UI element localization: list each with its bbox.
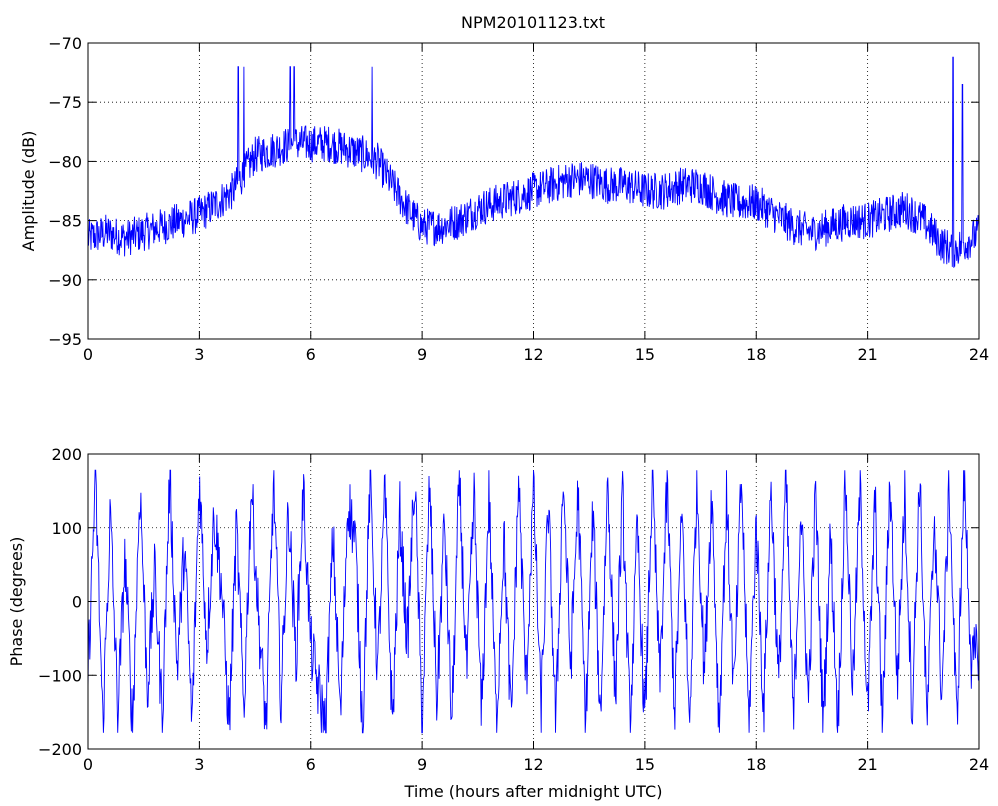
x-tick-label: 21: [857, 755, 877, 774]
y-tick-label: −70: [48, 34, 82, 53]
y-axis-label: Phase (degrees): [7, 537, 26, 667]
x-tick-label: 3: [194, 755, 204, 774]
y-tick-label: −75: [48, 93, 82, 112]
x-tick-label: 9: [417, 755, 427, 774]
x-tick-label: 0: [83, 345, 93, 364]
x-tick-label: 12: [523, 755, 543, 774]
phase-plot: 0 3 6 9 12 15 18 21 24 −200 −100 0 100 200 Phase (degr…: [7, 445, 989, 801]
phase-series-line: [87, 469, 980, 734]
x-tick-label: 3: [194, 345, 204, 364]
x-tick-label: 0: [83, 755, 93, 774]
x-tick-label: 6: [306, 345, 316, 364]
x-tick-label: 6: [306, 755, 316, 774]
y-tick-label: −90: [48, 271, 82, 290]
y-tick-label: −100: [38, 666, 82, 685]
y-tick-label: 200: [51, 445, 82, 464]
amplitude-plot: 0 3 6 9 12 15 18 21 24 −95 −90 −85 −80 −75 −70 Amplitud…: [19, 34, 989, 364]
y-tick-label: 100: [51, 519, 82, 538]
x-tick-label: 9: [417, 345, 427, 364]
x-tick-label: 15: [635, 345, 655, 364]
y-tick-label: −95: [48, 330, 82, 349]
y-tick-label: 0: [72, 593, 82, 612]
amplitude-series-line: [87, 56, 980, 268]
x-tick-label: 15: [635, 755, 655, 774]
y-axis-label: Amplitude (dB): [19, 131, 38, 252]
y-tick-label: −80: [48, 152, 82, 171]
x-tick-label: 24: [969, 345, 989, 364]
x-tick-label: 21: [857, 345, 877, 364]
x-tick-label: 12: [523, 345, 543, 364]
chart-title: NPM20101123.txt: [461, 13, 605, 32]
x-tick-label: 18: [746, 755, 766, 774]
x-tick-label: 24: [969, 755, 989, 774]
x-axis-label: Time (hours after midnight UTC): [404, 782, 663, 801]
y-tick-label: −200: [38, 740, 82, 759]
y-tick-label: −85: [48, 212, 82, 231]
x-tick-label: 18: [746, 345, 766, 364]
